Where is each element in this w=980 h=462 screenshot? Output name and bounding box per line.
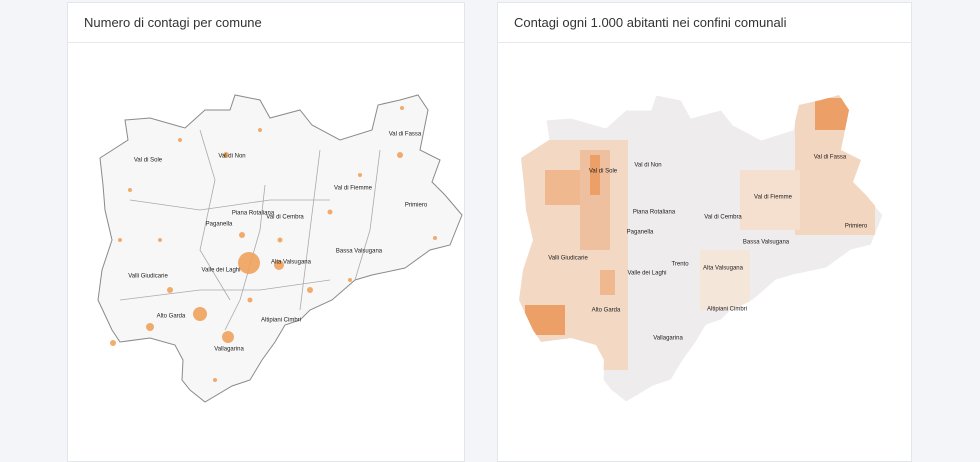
region-label: Val di Fiemme [334,186,373,192]
region-label: Valle dei Laghi [628,271,667,277]
maps: Val di Sole Val di Non Val di Fassa Val di … [97,94,884,403]
region-label: Alta Valsugana [271,260,312,266]
region-label: Alto Garda [157,314,186,320]
region-label: Valli Giudicarie [128,274,168,280]
region-label: Paganella [206,222,233,228]
card-title: Numero di contagi per comune [68,3,464,43]
region-label: Val di Fiemme [754,195,793,201]
region-label: Piana Rotaliana [633,210,676,216]
right-map [518,94,884,403]
region-label: Vallagarina [214,347,244,353]
region-label: Valli Giudicarie [548,256,588,262]
region-label: Altipiani Cimbri [261,318,301,324]
region-label: Alta Valsugana [703,266,744,272]
left-map [97,94,463,403]
region-label: Val di Fassa [814,155,847,161]
region-label: Val di Fassa [389,132,422,138]
region-label: Val di Sole [134,158,163,164]
region-label: Val di Cembra [704,215,742,221]
region-label: Vallagarina [653,336,683,342]
region-label: Val di Cembra [266,215,304,221]
region-label: Trento [671,262,689,268]
region-label: Piana Rotaliana [232,211,275,217]
region-label: Valle dei Laghi [202,268,241,274]
region-label: Val di Sole [589,169,618,175]
region-label: Bassa Valsugana [336,249,383,255]
card-title: Contagi ogni 1.000 abitanti nei confini … [498,3,911,43]
region-label: Primiero [405,203,428,209]
page: {"panels":[ {"title":"Numero di contagi … [67,2,912,462]
region-label: Val di Non [218,154,245,160]
region-label: Paganella [627,230,654,236]
region-label: Val di Non [634,163,661,169]
region-label: Alto Garda [592,308,621,314]
region-label: Bassa Valsugana [743,240,790,246]
region-label: Altipiani Cimbri [707,307,747,313]
region-label: Primiero [845,224,868,230]
